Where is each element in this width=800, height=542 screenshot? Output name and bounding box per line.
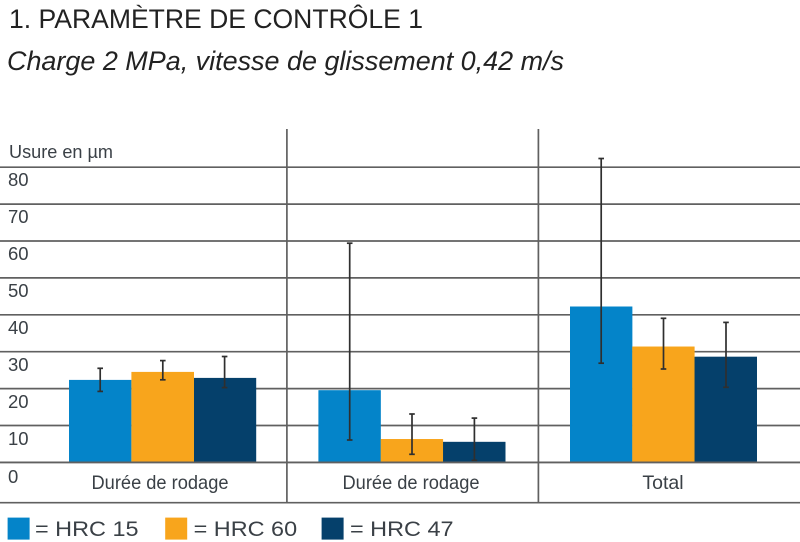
svg-text:0: 0: [8, 466, 18, 487]
svg-text:= HRC 60: = HRC 60: [194, 517, 298, 541]
svg-text:60: 60: [8, 243, 29, 264]
svg-text:50: 50: [8, 280, 29, 301]
svg-text:= HRC 15: = HRC 15: [35, 517, 139, 541]
svg-text:1. PARAMÈTRE DE CONTRÔLE 1: 1. PARAMÈTRE DE CONTRÔLE 1: [9, 3, 423, 34]
svg-text:Total: Total: [642, 472, 683, 494]
svg-text:80: 80: [8, 169, 29, 190]
svg-text:Durée de rodage: Durée de rodage: [92, 472, 229, 494]
svg-text:30: 30: [8, 354, 29, 375]
svg-text:40: 40: [8, 317, 29, 338]
svg-text:Charge 2 MPa, vitesse de gliss: Charge 2 MPa, vitesse de glissement 0,42…: [7, 46, 564, 76]
svg-text:Durée de rodage: Durée de rodage: [343, 472, 480, 494]
svg-text:20: 20: [8, 391, 29, 412]
svg-text:= HRC 47: = HRC 47: [350, 517, 454, 541]
svg-text:Usure en µm: Usure en µm: [9, 141, 113, 162]
svg-text:70: 70: [8, 206, 29, 227]
svg-text:10: 10: [8, 428, 29, 449]
